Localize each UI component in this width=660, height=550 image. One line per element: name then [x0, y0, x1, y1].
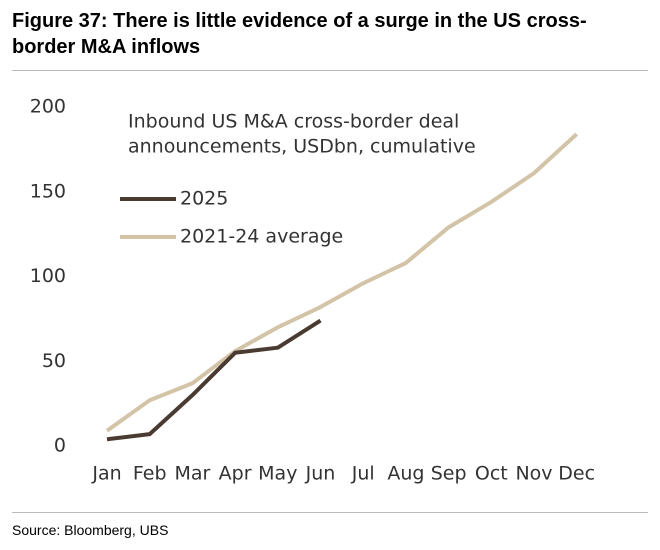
x-tick-label: Oct	[475, 463, 508, 485]
y-tick-label: 200	[30, 96, 66, 118]
x-tick-label: Jul	[351, 463, 375, 485]
x-tick-label: May	[258, 463, 297, 485]
series-line	[106, 318, 322, 442]
x-tick-label: Nov	[515, 463, 552, 485]
x-tick-label: Aug	[387, 463, 424, 485]
x-tick-label: Mar	[174, 463, 210, 485]
x-tick-label: Feb	[133, 463, 167, 485]
y-tick-label: 50	[42, 350, 66, 372]
x-tick-label: Sep	[431, 463, 467, 485]
y-tick-label: 0	[54, 435, 66, 457]
divider	[12, 70, 648, 71]
series-line	[105, 132, 579, 433]
annotation: Inbound US M&A cross-border deal	[128, 111, 459, 133]
annotation: announcements, USDbn, cumulative	[128, 136, 476, 158]
chart-title: Figure 37: There is little evidence of a…	[12, 10, 587, 58]
source: Source: Bloomberg, UBS	[12, 522, 169, 538]
legend-label: 2025	[180, 188, 228, 210]
legend-label: 2021-24 average	[180, 226, 343, 248]
x-tick-label: Dec	[558, 463, 595, 485]
x-tick-label: Jan	[91, 463, 121, 485]
x-tick-label: Jun	[305, 463, 336, 485]
x-tick-label: Apr	[219, 463, 252, 485]
chart: Inbound US M&A cross-border deal announc…	[30, 96, 595, 485]
divider	[12, 512, 648, 513]
y-tick-label: 150	[30, 180, 66, 202]
y-tick-label: 100	[30, 265, 66, 287]
